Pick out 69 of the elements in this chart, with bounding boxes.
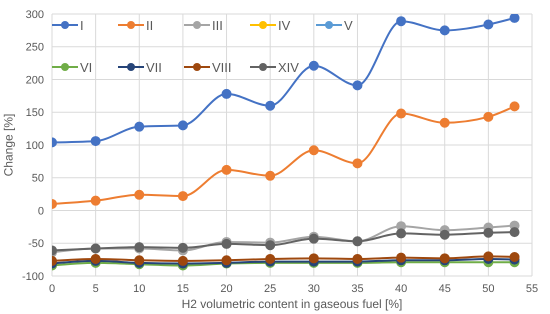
point [483,19,494,30]
x-tick-label: 20 [220,282,233,295]
x-tick-label: 30 [308,282,320,295]
point [265,170,276,181]
point [396,228,406,238]
legend-label: VI [80,60,92,74]
x-tick-label: 25 [264,282,276,295]
point [178,256,188,266]
point [222,88,232,99]
y-tick-label: 150 [26,107,44,120]
x-tick-label: 0 [48,282,56,295]
y-tick-label: 100 [26,140,44,152]
x-tick-label: 5 [92,282,99,295]
point [352,254,362,264]
legend-label: V [344,18,353,32]
legend-label: XIV [278,60,299,74]
point [134,122,144,132]
point [308,60,319,71]
point [483,251,494,262]
point [510,14,520,23]
point [396,16,406,26]
legend-label: I [80,18,84,32]
point [510,252,520,262]
y-tick-label: 0 [38,205,44,218]
legend-label: IV [278,18,290,32]
point [396,108,406,119]
point [265,240,276,250]
y-tick-label: 250 [26,42,44,54]
point [440,25,450,36]
point [178,191,188,202]
x-tick-label: 10 [133,282,146,295]
point [440,230,450,240]
point [134,255,144,266]
point [90,196,101,206]
legend-label: VII [146,60,162,74]
x-axis-title: H2 volumetric content in gaseous fuel [%] [182,297,402,311]
y-tick-label: -100 [22,270,44,283]
x-tick-label: 50 [482,282,494,295]
point [308,145,319,156]
legend-label: II [146,18,154,32]
point [222,164,232,175]
legend-label: VIII [212,60,232,74]
x-tick-label: 15 [176,282,190,295]
point [308,253,319,264]
point [178,120,188,130]
point [483,112,494,122]
y-axis-title: Change [%] [1,114,16,176]
y-tick-label: 50 [32,172,44,185]
point [222,255,232,266]
point [265,100,276,111]
point [510,227,520,238]
point [510,101,520,112]
y-tick-label: 200 [26,74,44,86]
point [352,80,362,90]
point [396,252,406,263]
point [178,242,188,253]
x-tick-label: 45 [438,282,451,295]
x-tick-label: 40 [394,282,408,295]
point [483,228,494,238]
x-tick-label: 55 [526,282,538,295]
point [352,158,362,168]
point [90,136,101,146]
legend-label: III [212,18,223,32]
point [265,254,276,264]
y-tick-label: 300 [26,8,44,21]
point [440,118,450,128]
x-tick-label: 35 [351,282,364,295]
y-tick-label: -50 [28,238,44,250]
point [134,190,144,200]
